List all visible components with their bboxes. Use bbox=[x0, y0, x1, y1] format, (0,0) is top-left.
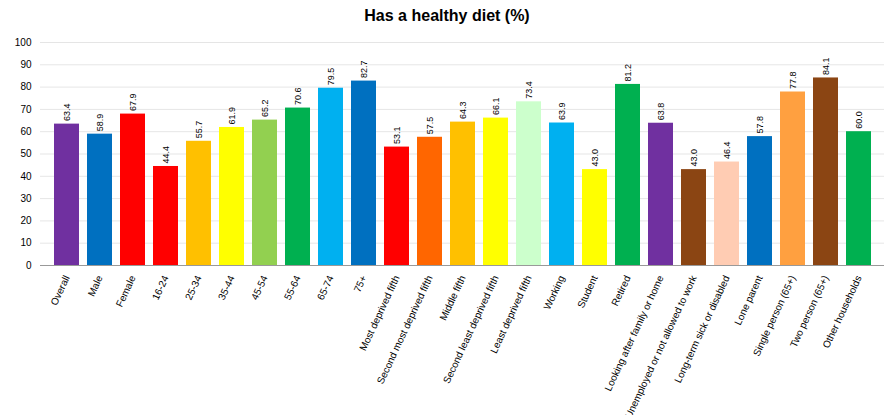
svg-text:Looking after family or home: Looking after family or home bbox=[602, 273, 665, 392]
svg-text:Student: Student bbox=[575, 274, 600, 310]
svg-text:40: 40 bbox=[20, 171, 32, 182]
svg-text:20: 20 bbox=[20, 215, 32, 226]
svg-text:43.0: 43.0 bbox=[689, 149, 699, 167]
svg-text:Most deprived fifth: Most deprived fifth bbox=[357, 273, 402, 353]
svg-text:Long-term sick or disabled: Long-term sick or disabled bbox=[672, 274, 732, 385]
svg-text:90: 90 bbox=[20, 59, 32, 70]
svg-text:Middle fifth: Middle fifth bbox=[437, 274, 467, 322]
svg-text:43.0: 43.0 bbox=[590, 149, 600, 167]
svg-text:100: 100 bbox=[15, 37, 32, 48]
svg-text:73.4: 73.4 bbox=[524, 81, 534, 99]
svg-text:25-34: 25-34 bbox=[183, 273, 204, 301]
svg-text:63.9: 63.9 bbox=[557, 102, 567, 120]
svg-text:Least deprived fifth: Least deprived fifth bbox=[488, 274, 534, 355]
svg-text:60: 60 bbox=[20, 126, 32, 137]
svg-text:65.2: 65.2 bbox=[260, 100, 270, 118]
svg-text:70: 70 bbox=[20, 104, 32, 115]
svg-text:75+: 75+ bbox=[352, 274, 369, 294]
svg-text:Retired: Retired bbox=[609, 274, 633, 308]
svg-text:80: 80 bbox=[20, 81, 32, 92]
svg-text:45-54: 45-54 bbox=[249, 273, 270, 301]
html-text:Has a healthy diet (%): Has a healthy diet (%) bbox=[364, 7, 530, 24]
svg-text:66.1: 66.1 bbox=[491, 98, 501, 116]
svg-text:Second most deprived fifth: Second most deprived fifth bbox=[375, 274, 435, 386]
svg-text:67.9: 67.9 bbox=[128, 94, 138, 112]
svg-text:81.2: 81.2 bbox=[623, 64, 633, 82]
svg-text:64.3: 64.3 bbox=[458, 102, 468, 120]
svg-text:30: 30 bbox=[20, 193, 32, 204]
svg-text:77.8: 77.8 bbox=[788, 71, 798, 89]
svg-text:Single person (65+): Single person (65+) bbox=[750, 273, 798, 358]
svg-text:10: 10 bbox=[20, 237, 32, 248]
svg-text:16-24: 16-24 bbox=[150, 273, 171, 301]
svg-text:Second least deprived fifth: Second least deprived fifth bbox=[441, 274, 501, 385]
svg-text:Two person (65+): Two person (65+) bbox=[787, 273, 831, 350]
svg-text:Working: Working bbox=[541, 274, 566, 312]
svg-text:53.1: 53.1 bbox=[392, 127, 402, 145]
svg-text:35-44: 35-44 bbox=[216, 273, 237, 301]
svg-text:0: 0 bbox=[26, 260, 32, 271]
svg-text:50: 50 bbox=[20, 148, 32, 159]
svg-text:Unemployed or not allowed to w: Unemployed or not allowed to work bbox=[623, 273, 699, 415]
svg-text:55.7: 55.7 bbox=[194, 121, 204, 139]
svg-text:65-74: 65-74 bbox=[315, 273, 336, 301]
svg-text:Lone parent: Lone parent bbox=[732, 274, 765, 327]
svg-text:60.0: 60.0 bbox=[854, 111, 864, 129]
svg-text:Male: Male bbox=[86, 273, 105, 298]
svg-text:61.9: 61.9 bbox=[227, 107, 237, 125]
svg-text:84.1: 84.1 bbox=[821, 57, 831, 75]
svg-text:57.8: 57.8 bbox=[755, 116, 765, 134]
svg-text:63.8: 63.8 bbox=[656, 103, 666, 121]
svg-text:55-64: 55-64 bbox=[282, 273, 303, 301]
svg-text:70.6: 70.6 bbox=[293, 88, 303, 106]
svg-text:63.4: 63.4 bbox=[62, 104, 72, 122]
svg-text:46.4: 46.4 bbox=[722, 141, 732, 159]
svg-text:58.9: 58.9 bbox=[95, 114, 105, 132]
svg-text:Other households: Other households bbox=[820, 274, 863, 350]
svg-text:57.5: 57.5 bbox=[425, 117, 435, 135]
svg-text:Female: Female bbox=[114, 273, 138, 308]
svg-text:79.5: 79.5 bbox=[326, 68, 336, 86]
svg-text:44.4: 44.4 bbox=[161, 146, 171, 164]
svg-text:Overall: Overall bbox=[48, 274, 71, 307]
svg-text:82.7: 82.7 bbox=[359, 61, 369, 79]
